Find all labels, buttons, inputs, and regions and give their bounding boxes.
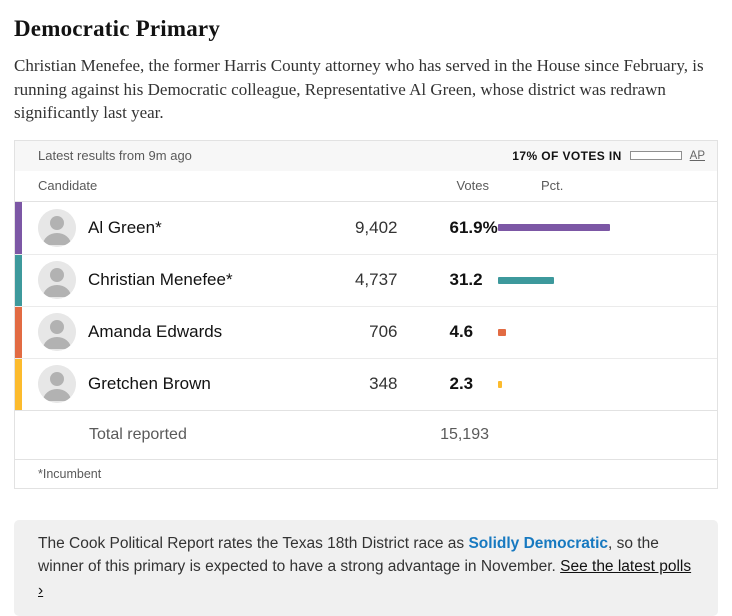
candidate-votes: 4,737 (308, 270, 398, 290)
results-card: Latest results from 9m ago 17% OF VOTES … (14, 140, 718, 489)
candidate-avatar (38, 365, 76, 403)
pct-bar (498, 277, 554, 284)
total-votes: 15,193 (399, 426, 489, 444)
pct-bar (498, 329, 506, 336)
candidate-votes: 348 (308, 374, 398, 394)
ap-source-link[interactable]: AP (690, 150, 705, 162)
total-label: Total reported (89, 426, 399, 444)
table-row: Gretchen Brown 348 2.3 (15, 358, 717, 410)
candidate-pct: 61.9% (450, 218, 498, 238)
candidate-pct: 4.6 (450, 322, 498, 342)
candidate-avatar (38, 209, 76, 247)
solidly-democratic-link[interactable]: Solidly Democratic (468, 535, 608, 552)
candidate-avatar (38, 313, 76, 351)
candidate-color-strip (15, 359, 22, 410)
table-row: Al Green* 9,402 61.9% (15, 202, 717, 254)
candidate-name: Christian Menefee* (88, 270, 308, 290)
column-candidate: Candidate (38, 178, 399, 193)
candidate-color-strip (15, 307, 22, 358)
candidate-pct: 31.2 (450, 270, 498, 290)
table-row: Amanda Edwards 706 4.6 (15, 306, 717, 358)
candidate-name: Amanda Edwards (88, 322, 308, 342)
votes-in-label: 17% OF VOTES IN (512, 149, 621, 163)
candidate-votes: 9,402 (308, 218, 398, 238)
note-text-before: The Cook Political Report rates the Texa… (38, 535, 468, 552)
pct-bar-area (498, 381, 718, 388)
column-pct: Pct. (541, 178, 717, 193)
footnote-row: *Incumbent (15, 459, 717, 488)
status-bar: Latest results from 9m ago 17% OF VOTES … (15, 141, 717, 171)
table-row: Christian Menefee* 4,737 31.2 (15, 254, 717, 306)
pct-bar-area (498, 224, 718, 231)
pct-bar (498, 381, 502, 388)
candidate-pct: 2.3 (450, 374, 498, 394)
votes-in-progress-bar (630, 151, 682, 160)
table-column-header: Candidate Votes Pct. (15, 171, 717, 202)
column-votes: Votes (399, 178, 489, 193)
race-description: Christian Menefee, the former Harris Cou… (14, 54, 708, 125)
incumbent-footnote: *Incumbent (38, 467, 101, 481)
pct-bar-area (498, 329, 718, 336)
pct-bar (498, 224, 610, 231)
candidate-name: Al Green* (88, 218, 308, 238)
candidate-color-strip (15, 202, 22, 254)
page-title: Democratic Primary (14, 16, 718, 42)
votes-in-group: 17% OF VOTES IN AP (512, 149, 705, 163)
pct-bar-area (498, 277, 718, 284)
candidate-color-strip (15, 255, 22, 306)
latest-results-label: Latest results from 9m ago (38, 148, 192, 163)
candidate-name: Gretchen Brown (88, 374, 308, 394)
candidate-votes: 706 (308, 322, 398, 342)
cook-rating-note: The Cook Political Report rates the Texa… (14, 520, 718, 616)
total-row: Total reported 15,193 (15, 410, 717, 459)
candidate-avatar (38, 261, 76, 299)
